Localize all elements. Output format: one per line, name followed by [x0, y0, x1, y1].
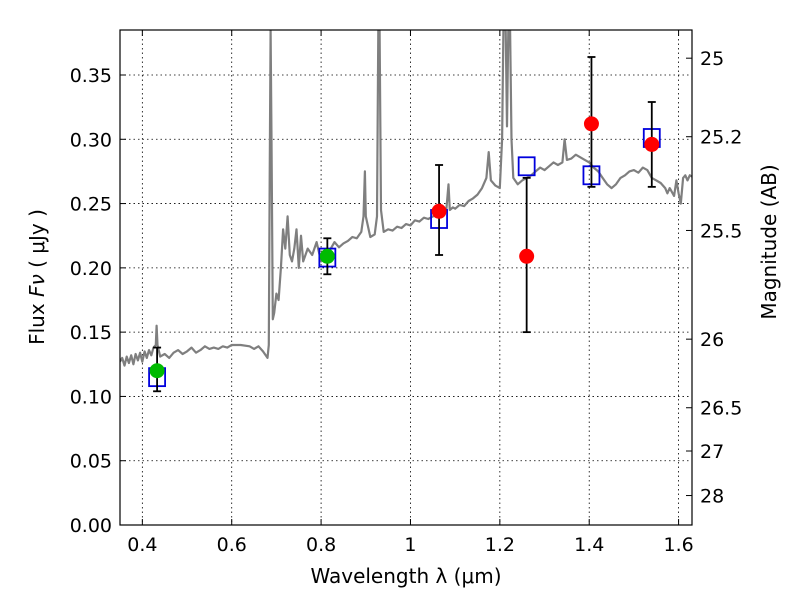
- y-axis-label-suffix: ( μJy ): [25, 209, 49, 274]
- y-tick-label: 0.00: [70, 515, 112, 537]
- y2-tick-label: 26: [700, 329, 724, 351]
- grid-lines: [120, 30, 692, 526]
- optical-photometry-marker: [149, 363, 165, 379]
- y2-tick-label: 25: [700, 48, 724, 70]
- nir-photometry-marker: [583, 116, 599, 132]
- y2-tick-label: 26.5: [700, 398, 742, 420]
- optical-photometry-marker: [319, 248, 335, 264]
- x-axis-label: Wavelength λ (μm): [310, 564, 501, 588]
- x-tick-label: 1.4: [574, 534, 604, 556]
- x-tick-label: 0.4: [127, 534, 157, 556]
- y-tick-label: 0.20: [70, 258, 112, 280]
- y-tick-label: 0.25: [70, 194, 112, 216]
- y-tick-label: 0.35: [70, 65, 112, 87]
- plot-frame: [119, 29, 693, 526]
- y2-tick-label: 25.2: [700, 127, 742, 149]
- model-flux-marker: [517, 156, 536, 177]
- nir-photometry-marker: [431, 203, 447, 219]
- y-axis-label-prefix: Flux: [25, 297, 49, 345]
- y-tick-label: 0.15: [70, 322, 112, 344]
- y-tick-label: 0.30: [70, 129, 112, 151]
- y2-tick-label: 25.5: [700, 220, 742, 242]
- plot-background: [120, 30, 692, 525]
- nir-photometry-marker: [519, 248, 535, 264]
- x-tick-label: 0.6: [217, 534, 247, 556]
- y-axis-label: Flux Fν ( μJy ): [25, 209, 49, 345]
- x-tick-label: 1.2: [485, 534, 515, 556]
- y2-tick-label: 28: [700, 486, 724, 508]
- y-axis-label-symbol: Fν: [25, 274, 49, 297]
- axes: 0.4 0.6 0.8 1 1.2 1.4 1.6 0.00 0.05 0.10 0.15 0.20 0…: [70, 30, 742, 556]
- y-tick-label: 0.05: [70, 451, 112, 473]
- y2-tick-label: 27: [700, 441, 724, 463]
- x-tick-label: 0.8: [306, 534, 336, 556]
- y-tick-label: 0.10: [70, 386, 112, 408]
- y2-axis-label: Magnitude (AB): [757, 164, 781, 319]
- x-tick-label: 1.6: [663, 534, 693, 556]
- nir-photometry-marker: [644, 136, 660, 152]
- plot-area: [120, 30, 692, 393]
- x-tick-label: 1: [404, 534, 416, 556]
